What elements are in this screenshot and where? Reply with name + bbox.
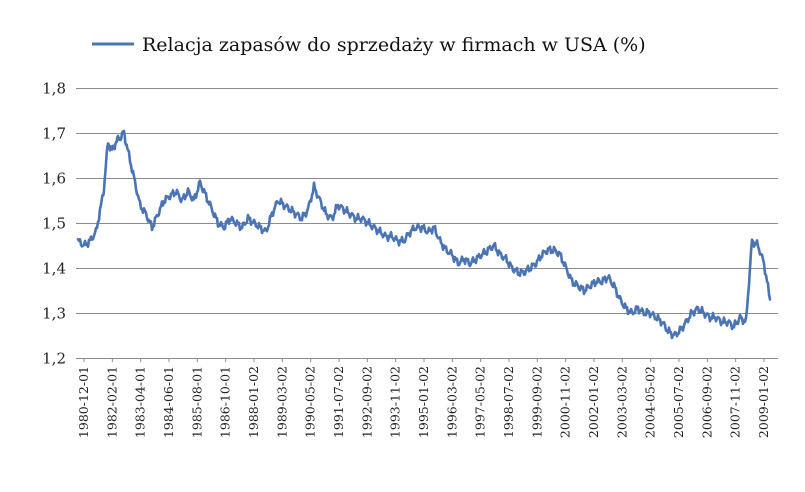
y-axis-tick-labels: 1,2 1,3 1,4 1,5 1,6 1,7 1,8 bbox=[42, 80, 66, 368]
x-tick-label: 2000-11-02 bbox=[558, 366, 573, 438]
x-tick-label: 1998-07-02 bbox=[501, 366, 516, 438]
x-tick-label: 1980-12-01 bbox=[76, 366, 91, 438]
x-axis: 1980-12-01 1982-02-01 1983-04-01 1984-06-01… bbox=[76, 358, 771, 438]
x-tick-label: 2003-03-02 bbox=[614, 366, 629, 438]
gridlines bbox=[76, 88, 778, 359]
x-tick-label: 1990-05-02 bbox=[303, 366, 318, 438]
x-tick-label: 1999-09-02 bbox=[529, 366, 544, 438]
x-tick-label: 1993-11-02 bbox=[388, 366, 403, 438]
x-tick-label: 1983-04-01 bbox=[133, 366, 148, 438]
legend-label: Relacja zapasów do sprzedaży w firmach w… bbox=[142, 34, 646, 56]
series-layer bbox=[76, 129, 772, 340]
x-tick-label: 1985-08-01 bbox=[189, 366, 204, 438]
y-tick-label: 1,6 bbox=[42, 170, 66, 188]
x-tick-label: 1984-06-01 bbox=[161, 366, 176, 438]
x-tick-label: 1989-03-02 bbox=[274, 366, 289, 438]
y-tick-label: 1,7 bbox=[42, 125, 66, 143]
x-tick-label: 1988-01-02 bbox=[246, 366, 261, 438]
x-tick-label: 2002-01-02 bbox=[586, 366, 601, 438]
y-tick-label: 1,8 bbox=[42, 80, 66, 98]
x-tick-label: 1986-10-01 bbox=[218, 366, 233, 438]
legend: Relacja zapasów do sprzedaży w firmach w… bbox=[92, 34, 646, 56]
x-tick-label: 2007-11-02 bbox=[728, 366, 743, 438]
x-tick-label: 2005-07-02 bbox=[671, 366, 686, 438]
y-tick-label: 1,3 bbox=[42, 305, 66, 323]
y-tick-label: 1,5 bbox=[42, 215, 66, 233]
x-tick-label: 1982-02-01 bbox=[104, 366, 119, 438]
x-tick-label: 2006-09-02 bbox=[699, 366, 714, 438]
x-tick-label: 1997-05-02 bbox=[473, 366, 488, 438]
x-tick-label: 1996-03-02 bbox=[444, 366, 459, 438]
x-tick-label: 1992-09-02 bbox=[359, 366, 374, 438]
x-tick-label: 2009-01-02 bbox=[756, 366, 771, 438]
x-tick-label: 1991-07-02 bbox=[331, 366, 346, 438]
x-tick-label: 1995-01-02 bbox=[416, 366, 431, 438]
series-line bbox=[76, 129, 772, 340]
x-tick-label: 2004-05-02 bbox=[643, 366, 658, 438]
y-tick-label: 1,4 bbox=[42, 260, 66, 278]
y-tick-label: 1,2 bbox=[42, 350, 66, 368]
